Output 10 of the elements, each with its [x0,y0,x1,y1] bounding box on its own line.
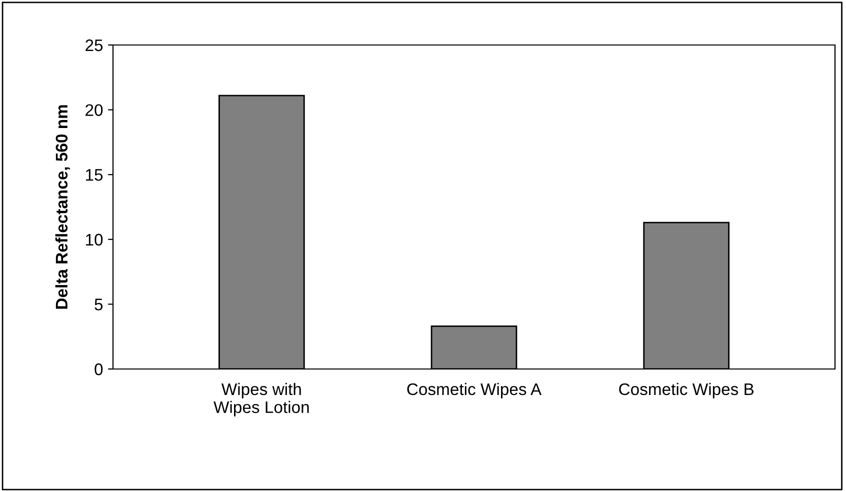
x-tick-label: Wipes with Wipes Lotion [214,382,309,416]
y-tick-label: 0 [94,363,103,376]
y-tick-label: 20 [86,104,103,116]
y-tick-label: 25 [86,39,103,52]
y-tick-label: 5 [94,298,103,310]
y-tick-label: 10 [86,234,103,246]
y-axis-title: Delta Reflectance, 560 nm [55,105,70,309]
x-tick-label: Cosmetic Wipes B [619,382,754,398]
x-tick-label: Cosmetic Wipes A [407,382,542,398]
y-tick-label: 15 [86,169,103,181]
